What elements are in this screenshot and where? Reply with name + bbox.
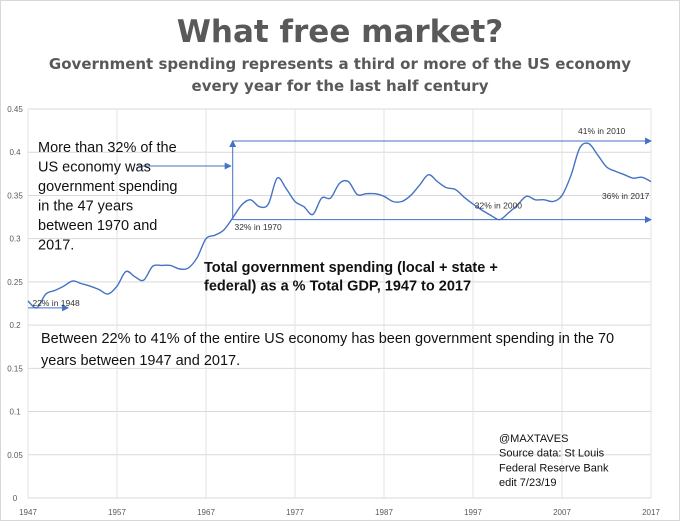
left-annotation-line: government spending: [38, 179, 177, 195]
left-annotation-line: between 1970 and: [38, 218, 157, 234]
reference-arrows: [28, 137, 652, 312]
source-note-line: edit 7/23/19: [499, 477, 557, 489]
point-label: 41% in 2010: [578, 126, 626, 136]
left-annotation-line: More than 32% of the: [38, 140, 177, 156]
x-tick-label: 1947: [19, 508, 37, 517]
chart-title: What free market?: [177, 14, 504, 50]
axis-ticks: 0 0.05 0.1 0.15 0.2 0.25 0.3 0.35 0.4 0.45 1947 195…: [7, 105, 660, 517]
series-line: [27, 142, 652, 309]
y-tick-label: 0.15: [7, 364, 23, 373]
point-label: 22% in 1948: [32, 298, 80, 308]
y-tick-label: 0.05: [7, 451, 23, 460]
x-tick-label: 1987: [375, 508, 393, 517]
x-tick-label: 1977: [286, 508, 304, 517]
source-note-line: Federal Reserve Bank: [499, 462, 609, 474]
x-tick-label: 2007: [553, 508, 571, 517]
point-label: 32% in 1970: [234, 222, 282, 232]
y-tick-label: 0: [13, 494, 18, 503]
x-tick-label: 1997: [464, 508, 482, 517]
point-labels: 22% in 1948 32% in 1970 41% in 2010 32% in …: [32, 126, 649, 308]
source-note-line: @MAXTAVES: [499, 433, 568, 445]
series: [27, 142, 652, 309]
chart-subtitle-line-2: every year for the last half century: [192, 77, 489, 95]
y-tick-label: 0.25: [7, 278, 23, 287]
bottom-annotation-line: Between 22% to 41% of the entire US econ…: [41, 331, 614, 347]
x-tick-label: 1957: [108, 508, 126, 517]
y-tick-label: 0.35: [7, 191, 23, 200]
left-annotation-line: 2017.: [38, 238, 74, 254]
point-label: 32% in 2000: [475, 200, 523, 210]
annotations: More than 32% of the US economy was govern…: [38, 140, 614, 489]
gridlines: [27, 108, 652, 499]
y-tick-label: 0.1: [9, 408, 21, 417]
center-annotation-line: federal) as a % Total GDP, 1947 to 2017: [204, 279, 471, 295]
y-tick-label: 0.2: [9, 321, 21, 330]
center-annotation-line: Total government spending (local + state…: [204, 260, 498, 276]
y-tick-label: 0.3: [9, 235, 21, 244]
y-tick-label: 0.45: [7, 105, 23, 114]
bottom-annotation-line: years between 1947 and 2017.: [41, 353, 240, 369]
left-annotation-line: in the 47 years: [38, 199, 133, 215]
x-tick-label: 1967: [197, 508, 215, 517]
chart-subtitle-line-1: Government spending represents a third o…: [49, 55, 631, 73]
source-note-line: Source data: St Louis: [499, 448, 605, 460]
point-label: 36% in 2017: [602, 191, 650, 201]
y-tick-label: 0.4: [9, 148, 21, 157]
x-tick-label: 2017: [642, 508, 660, 517]
left-annotation-line: US economy was: [38, 160, 151, 176]
